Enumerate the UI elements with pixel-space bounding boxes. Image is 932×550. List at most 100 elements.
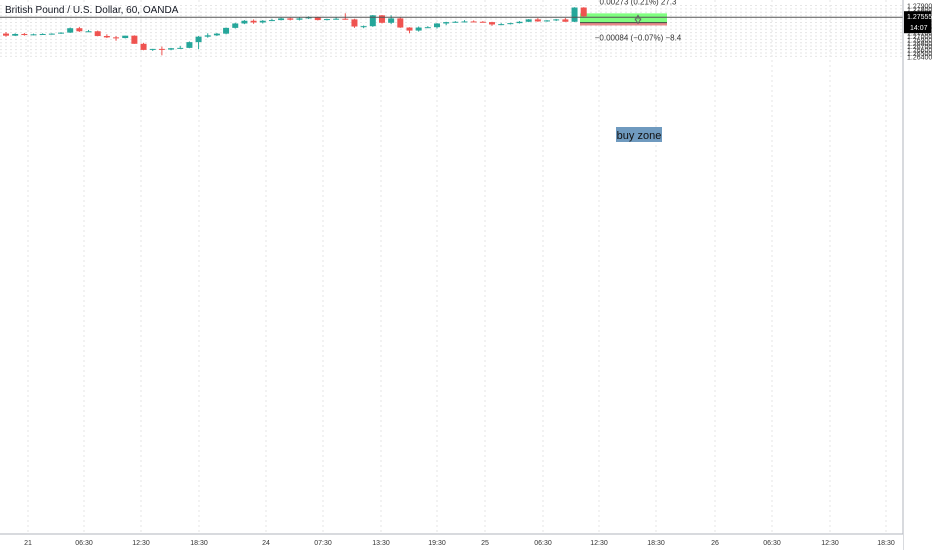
time-tick-label: 06:30 (75, 540, 93, 547)
candle-body (177, 47, 184, 49)
candle-body (406, 27, 413, 31)
price-axis[interactable]: 1.279001.278001.277001.276001.275001.274… (902, 0, 932, 550)
time-axis[interactable]: 21 06:30 12:30 18:30 24 07:30 13:30 19:30 25 06:3… (0, 533, 903, 550)
candle-body (498, 24, 505, 26)
time-tick-label: 19:30 (428, 540, 446, 547)
candle-body (544, 20, 551, 22)
candle-body (76, 28, 83, 32)
current-price-label: 1.27555 (907, 14, 932, 21)
candle-body (39, 33, 46, 35)
candle-body (30, 34, 37, 36)
loss-zone[interactable] (580, 22, 667, 26)
candle-body (397, 18, 404, 28)
price-tick-label: 1.27000 (907, 34, 932, 41)
stop-label: −0.00084 (−0.07%) −8.4 (595, 33, 682, 42)
candle-body (452, 21, 459, 23)
candle-body (21, 33, 28, 35)
position-zones[interactable] (580, 13, 667, 26)
time-tick-label: 18:30 (877, 540, 895, 547)
time-tick-label: 06:30 (763, 540, 781, 547)
candle-body (94, 31, 101, 37)
candle-body (571, 7, 578, 22)
zone-label: buy zone (617, 130, 662, 142)
candle-body (553, 19, 560, 21)
chart-title: British Pound / U.S. Dollar, 60, OANDA (5, 5, 179, 16)
candle-body (489, 22, 496, 25)
time-tick-label: 12:30 (132, 540, 150, 547)
candle-body (415, 27, 422, 31)
candle-body (388, 18, 395, 23)
candle-body (461, 21, 468, 23)
position-overlay: 0.00273 (0.21%) 27.3 −0.00084 (−0.07%) −8… (0, 0, 903, 142)
candle-body (204, 35, 211, 37)
candle-body (12, 33, 19, 36)
candle-body (378, 15, 385, 23)
candle-body (433, 23, 440, 28)
time-tick-label: 12:30 (821, 540, 839, 547)
candle-body (186, 42, 193, 48)
price-tick-label: 1.26700 (907, 44, 932, 51)
candle-body (113, 37, 120, 39)
candle-body (323, 19, 330, 21)
time-tick-label: 18:30 (190, 540, 208, 547)
candle-body (213, 33, 220, 36)
time-tick-label: 25 (481, 540, 489, 547)
time-tick-label: 12:30 (590, 540, 608, 547)
candle-body (232, 23, 239, 28)
price-tick-label: 1.26400 (907, 54, 932, 61)
time-tick-label: 21 (24, 540, 32, 547)
candle-body (562, 19, 569, 22)
countdown-label: 14:07 (910, 25, 928, 32)
candle-body (314, 17, 321, 21)
candle-body (525, 19, 532, 22)
candle-body (67, 28, 74, 33)
target-label: 0.00273 (0.21%) 27.3 (600, 0, 677, 6)
candle-body (85, 31, 92, 33)
time-tick-label: 26 (711, 540, 719, 547)
price-tick-label: 1.27900 (907, 4, 932, 11)
candle-body (140, 43, 147, 50)
candle-body (48, 33, 55, 35)
price-tick-label: 1.26900 (907, 37, 932, 44)
candle-body (351, 19, 358, 27)
current-price-tag (904, 11, 931, 34)
candle-body (195, 36, 202, 43)
time-axis-background (0, 534, 903, 550)
time-tick-label: 24 (262, 540, 270, 547)
candle-body (241, 20, 248, 24)
candle-body (168, 48, 175, 50)
candle-body (516, 21, 523, 24)
price-tick-label: 1.26800 (907, 41, 932, 48)
candle-body (333, 18, 340, 20)
time-tick-label: 06:30 (534, 540, 552, 547)
candle-body (470, 21, 477, 23)
price-tick-label: 1.27100 (907, 31, 932, 38)
arrow-head-up-icon (634, 14, 642, 21)
candle-body (507, 23, 514, 25)
profit-zone[interactable] (580, 13, 667, 23)
grid-lines (0, 0, 903, 534)
candle-body (158, 48, 165, 50)
candle-body (534, 19, 541, 22)
candle-body (443, 22, 450, 24)
candle-body (305, 17, 312, 19)
candle-body (287, 18, 294, 20)
candle-body (103, 36, 110, 38)
candle-body (58, 32, 65, 34)
candle-body (131, 35, 138, 44)
candle-body (580, 7, 587, 17)
price-axis-background (903, 0, 932, 550)
candle-body (369, 15, 376, 27)
price-tick-label: 1.26500 (907, 51, 932, 58)
candle-body (424, 27, 431, 29)
candle-body (360, 26, 367, 28)
time-tick-label: 18:30 (647, 540, 665, 547)
candle-body (278, 18, 285, 21)
candle-body (149, 48, 156, 50)
candle-body (122, 35, 129, 39)
candles (3, 7, 587, 56)
candle-body (3, 33, 9, 36)
zone-label-box (616, 127, 662, 142)
price-tick-label: 1.27800 (907, 7, 932, 14)
